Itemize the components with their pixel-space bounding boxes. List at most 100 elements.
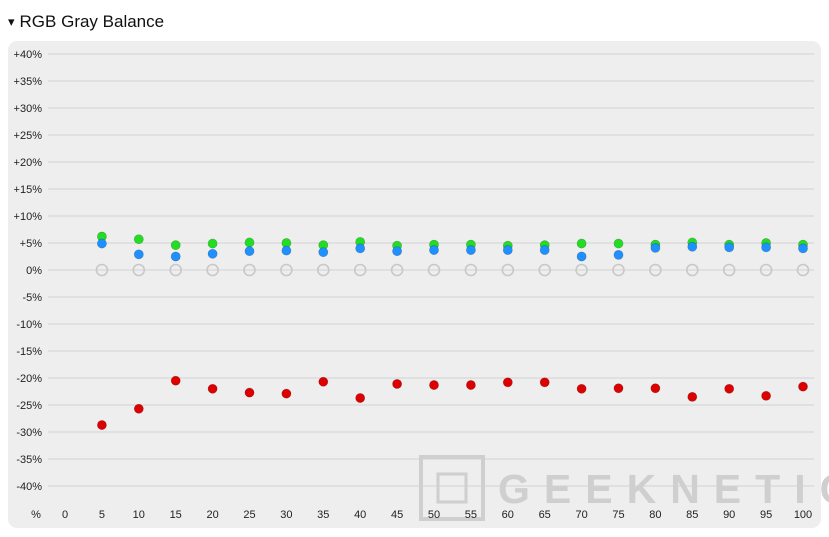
y-tick-label: +25% (14, 130, 43, 142)
data-point-reference (353, 263, 367, 277)
data-point-red (798, 381, 808, 392)
data-point-red (244, 387, 255, 398)
data-point-red (318, 376, 329, 387)
series-green (97, 231, 808, 251)
data-point-red (355, 393, 366, 403)
data-point-blue (281, 245, 292, 256)
data-point-red (761, 390, 771, 401)
y-tick-label: +5% (20, 238, 43, 250)
y-tick-label: +20% (14, 157, 43, 169)
data-point-red (613, 383, 624, 394)
data-point-green (170, 240, 181, 251)
data-point-blue (429, 245, 439, 255)
y-tick-label: +40% (14, 49, 43, 61)
x-tick-label: 55 (465, 509, 477, 521)
data-point-red (724, 383, 735, 394)
data-point-reference (169, 263, 182, 277)
data-point-blue (207, 248, 218, 259)
data-point-reference (427, 263, 441, 277)
data-point-blue (392, 246, 402, 256)
data-point-blue (97, 238, 107, 249)
y-tick-label: -20% (16, 373, 42, 385)
data-point-reference (206, 263, 219, 277)
x-tick-label: 35 (317, 509, 329, 521)
data-point-reference (316, 263, 330, 277)
x-tick-label: 90 (723, 509, 735, 521)
data-point-red (687, 391, 698, 402)
y-tick-label: +35% (14, 76, 43, 88)
data-point-blue (576, 251, 587, 262)
data-point-blue (502, 245, 513, 255)
data-point-reference (759, 263, 773, 277)
y-tick-label: -30% (16, 427, 42, 439)
data-point-reference (538, 263, 552, 277)
section-header[interactable]: ▾ RGB Gray Balance (8, 10, 164, 34)
data-point-red (465, 380, 476, 390)
y-tick-label: -5% (22, 292, 42, 304)
x-tick-label: 5 (99, 509, 105, 521)
data-point-red (281, 388, 292, 399)
data-point-red (576, 383, 587, 394)
data-point-red (170, 375, 181, 386)
x-tick-label: 15 (170, 509, 182, 521)
x-tick-label: 45 (391, 509, 403, 521)
data-point-reference (722, 263, 736, 277)
x-tick-label: 60 (502, 509, 514, 521)
data-point-red (207, 383, 218, 394)
data-point-reference (464, 263, 478, 277)
data-point-red (502, 377, 513, 388)
data-point-blue (170, 251, 181, 262)
data-point-reference (390, 263, 404, 277)
data-point-red (392, 379, 402, 389)
data-point-reference (280, 263, 293, 277)
data-point-blue (613, 249, 624, 260)
data-point-blue (465, 245, 476, 255)
watermark-logo-inner-icon (436, 472, 468, 504)
y-tick-label: -40% (16, 481, 42, 493)
data-point-red (429, 380, 439, 390)
data-point-reference (575, 263, 588, 277)
y-tick-label: -15% (16, 346, 42, 358)
data-point-blue (687, 241, 698, 252)
data-point-reference (612, 263, 625, 277)
y-tick-label: -10% (16, 319, 42, 331)
data-point-reference (796, 263, 810, 277)
x-tick-label: 70 (575, 509, 587, 521)
x-axis-ticks: % 0 5 10 15 20 25 30 35 40 45 50 55 60 65 70 75 80 85 90 95… (31, 509, 812, 521)
x-tick-label: 85 (686, 509, 698, 521)
data-point-blue (798, 243, 808, 254)
x-tick-label: 30 (280, 509, 292, 521)
data-point-reference (649, 263, 662, 277)
data-point-reference (243, 263, 256, 277)
data-point-reference (685, 263, 699, 277)
data-point-blue (650, 242, 661, 253)
watermark-logo-icon (419, 455, 485, 521)
x-unit-label: % (31, 509, 41, 521)
collapse-caret-icon[interactable]: ▾ (8, 14, 15, 29)
x-tick-label: 20 (206, 509, 218, 521)
data-point-green (207, 238, 218, 249)
data-point-red (97, 420, 107, 430)
x-tick-label: 10 (133, 509, 145, 521)
data-point-red (650, 383, 661, 394)
data-point-red (133, 403, 144, 414)
data-point-green (133, 234, 144, 245)
x-tick-label: 65 (539, 509, 551, 521)
y-tick-label: 0% (26, 265, 42, 277)
data-point-reference (501, 263, 515, 277)
x-tick-label: 95 (760, 509, 772, 521)
data-point-green (613, 238, 624, 249)
x-tick-label: 80 (649, 509, 661, 521)
watermark-text: GEEKNETIC (498, 466, 829, 512)
x-tick-label: 0 (62, 509, 68, 521)
data-point-blue (133, 249, 144, 260)
x-tick-label: 25 (243, 509, 255, 521)
data-point-green (576, 238, 587, 249)
data-point-green (244, 237, 255, 248)
data-point-blue (539, 245, 550, 255)
x-tick-label: 50 (428, 509, 440, 521)
data-point-blue (244, 246, 255, 256)
series-blue (97, 238, 808, 262)
y-tick-label: -25% (16, 400, 42, 412)
